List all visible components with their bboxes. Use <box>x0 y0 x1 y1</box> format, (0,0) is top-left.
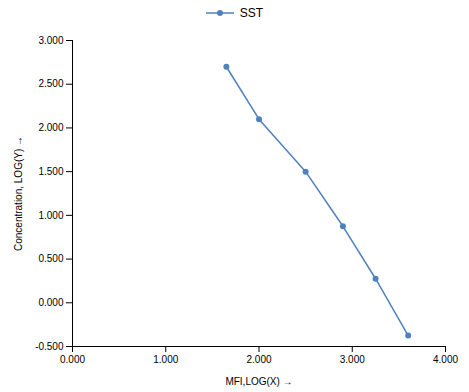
svg-text:3.000: 3.000 <box>340 354 365 365</box>
svg-text:1.000: 1.000 <box>153 354 178 365</box>
html-text:SST: SST <box>239 6 264 20</box>
svg-text:Concentration, LOG(Y) →: Concentration, LOG(Y) → <box>13 136 24 251</box>
svg-text:0.500: 0.500 <box>38 253 63 264</box>
svg-text:3.000: 3.000 <box>38 35 63 46</box>
svg-text:1.500: 1.500 <box>38 166 63 177</box>
svg-text:1.000: 1.000 <box>38 210 63 221</box>
svg-text:MFI,LOG(X) →: MFI,LOG(X) → <box>225 376 292 387</box>
svg-text:2.500: 2.500 <box>38 78 63 89</box>
svg-text:0.000: 0.000 <box>60 354 85 365</box>
svg-text:2.000: 2.000 <box>38 122 63 133</box>
svg-text:2.000: 2.000 <box>246 354 271 365</box>
svg-text:-0.500: -0.500 <box>35 341 64 352</box>
svg-text:0.000: 0.000 <box>38 297 63 308</box>
svg-text:4.000: 4.000 <box>433 354 458 365</box>
